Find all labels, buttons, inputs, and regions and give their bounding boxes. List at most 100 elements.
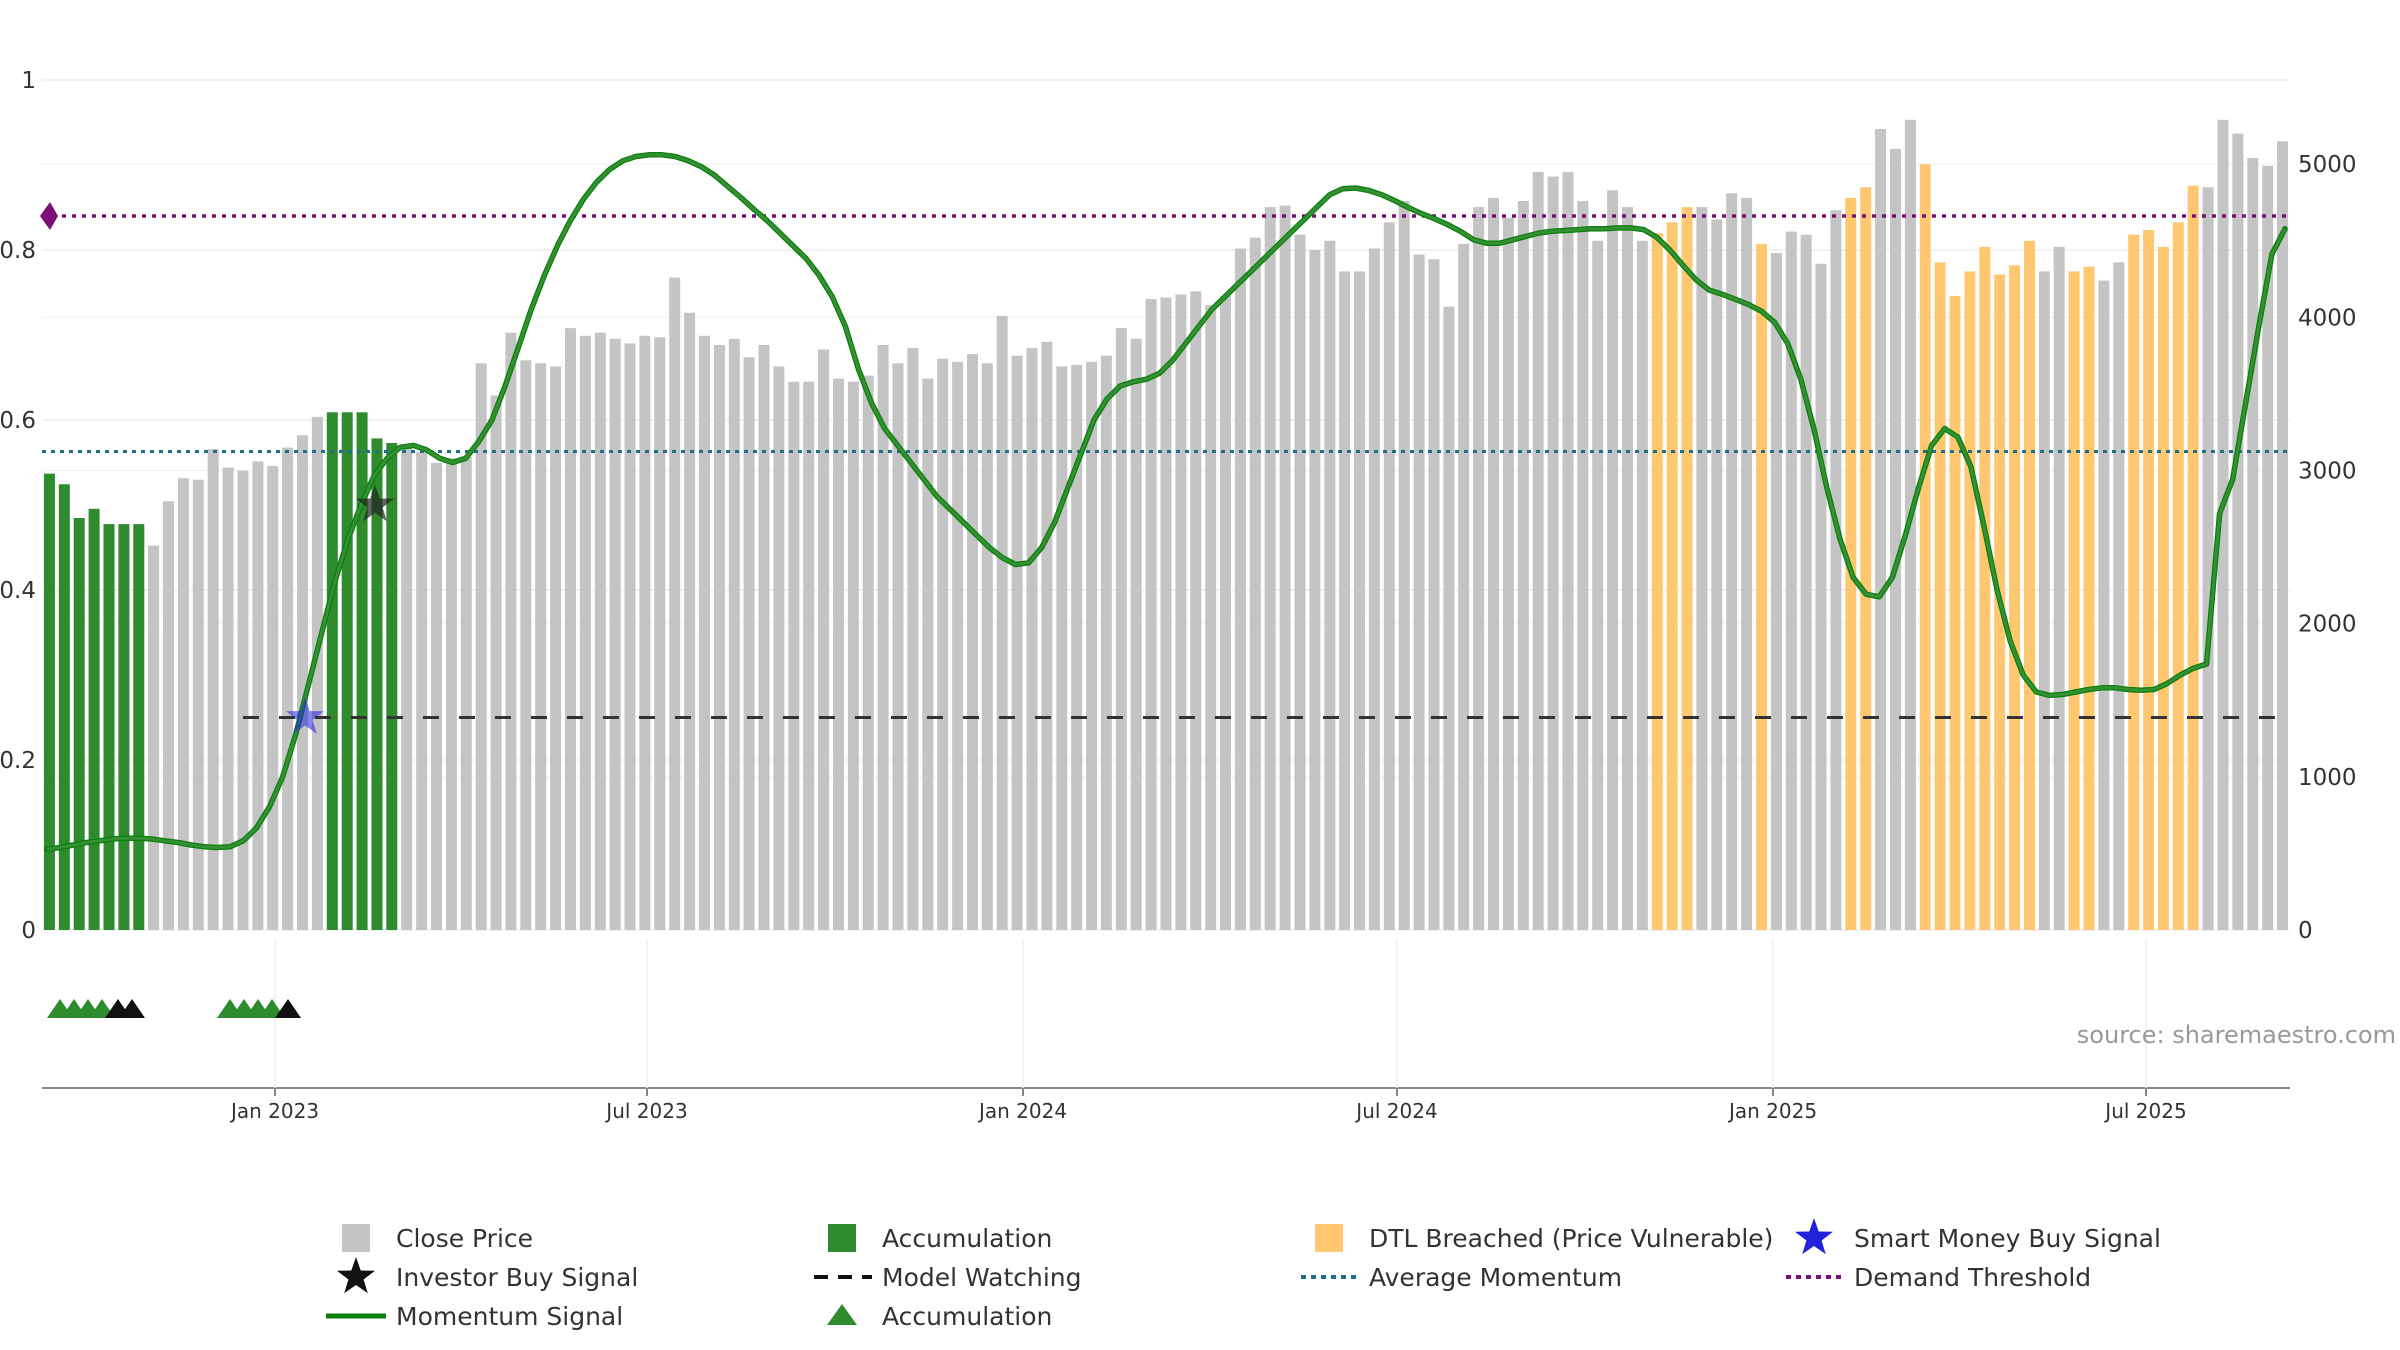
price-bar <box>2083 266 2095 930</box>
source-label: source: sharemaestro.com <box>2077 1021 2396 1049</box>
price-bar <box>2009 265 2021 930</box>
price-bar <box>907 348 919 930</box>
price-bar <box>386 443 398 930</box>
legend-label: DTL Breached (Price Vulnerable) <box>1369 1224 1773 1253</box>
price-bar <box>758 345 770 930</box>
date-tick-label: Jan 2024 <box>977 1099 1067 1123</box>
price-bar <box>505 332 517 930</box>
price-bar <box>1086 361 1098 930</box>
price-bar <box>267 465 279 930</box>
price-bar <box>148 545 160 930</box>
price-bar <box>1354 271 1365 930</box>
price-bar <box>1413 254 1425 931</box>
price-bar <box>1741 197 1753 930</box>
price-bar <box>1279 205 1291 931</box>
price-bar <box>728 338 740 930</box>
price-bar <box>981 363 993 930</box>
legend-triangle <box>827 1304 857 1325</box>
price-bar <box>579 335 591 930</box>
price-bar <box>1547 176 1559 930</box>
price-bar <box>416 452 428 930</box>
price-bar <box>1398 201 1410 930</box>
price-bar <box>341 412 353 930</box>
price-bar <box>1875 129 1887 930</box>
price-bar <box>713 345 725 930</box>
price-bar <box>1294 234 1306 930</box>
price-bar <box>788 381 800 930</box>
price-bar <box>177 478 189 930</box>
price-bar <box>996 315 1008 930</box>
price-bar <box>192 479 204 930</box>
date-tick-label: Jul 2025 <box>2103 1099 2186 1123</box>
price-bar <box>1979 246 1991 930</box>
price-bar <box>1368 248 1380 930</box>
right-axis-tick: 2000 <box>2298 612 2357 638</box>
legend-label: Momentum Signal <box>396 1302 623 1331</box>
price-bar <box>1949 295 1961 930</box>
price-bar <box>1100 355 1112 930</box>
price-bar <box>699 335 710 930</box>
price-bar <box>2113 262 2125 930</box>
price-bar <box>2038 271 2050 930</box>
price-bar <box>1056 366 1068 930</box>
price-bar <box>743 357 755 930</box>
price-bar <box>967 354 978 931</box>
price-bar <box>2053 246 2065 930</box>
axes: 0 0.2 0.4 0.6 0.8 1 0 1000 2000 3000 4000 5000 <box>0 68 2357 944</box>
price-bar <box>2187 185 2199 930</box>
signal-triangle <box>275 999 301 1018</box>
smart-money-star <box>286 697 324 734</box>
price-bar <box>1815 263 1827 930</box>
price-bar <box>58 484 70 930</box>
price-bar <box>2217 119 2229 931</box>
price-bar <box>311 416 323 930</box>
price-bar <box>609 338 621 930</box>
legend-label: Average Momentum <box>1369 1263 1622 1292</box>
left-axis-tick: 0 <box>21 918 36 944</box>
price-bar <box>1458 243 1470 930</box>
signal-triangle <box>119 999 145 1018</box>
legend-label: Smart Money Buy Signal <box>1854 1224 2161 1253</box>
price-bar <box>237 470 249 930</box>
close-price-bars <box>43 119 2288 931</box>
price-bar <box>475 363 487 930</box>
price-bar <box>1339 271 1351 930</box>
price-bar <box>639 335 651 930</box>
price-bar <box>1324 240 1336 931</box>
price-bar <box>1160 297 1172 930</box>
price-bar <box>2143 230 2155 931</box>
price-bar <box>1115 328 1127 931</box>
price-bar <box>1190 291 1202 930</box>
price-bar <box>1592 240 1604 931</box>
price-bar <box>684 312 696 930</box>
price-bar <box>371 438 383 930</box>
price-bar <box>1681 207 1693 931</box>
price-bar <box>1071 364 1083 930</box>
price-bar <box>2157 246 2169 930</box>
legend-swatch-accumulation <box>828 1224 856 1252</box>
price-bar <box>445 458 457 930</box>
price-bar <box>1041 341 1053 930</box>
signal-panel: Jan 2023 Jul 2023 Jan 2024 Jul 2024 Jan 2025… <box>42 940 2290 1123</box>
price-bar <box>803 381 815 930</box>
price-bar <box>773 366 785 930</box>
price-bar <box>1607 190 1619 931</box>
price-bar <box>594 332 606 930</box>
price-bar <box>1934 262 1946 930</box>
price-bar <box>952 361 964 930</box>
right-axis-tick: 0 <box>2298 918 2313 944</box>
price-bar <box>1026 348 1038 930</box>
legend-label: Accumulation <box>882 1224 1052 1253</box>
price-bar <box>1473 207 1485 931</box>
date-tick-label: Jul 2024 <box>1354 1099 1437 1123</box>
price-bar <box>43 473 55 930</box>
price-bar <box>1666 222 1678 930</box>
price-bar <box>1890 148 1901 930</box>
price-bar <box>550 366 562 930</box>
price-bar <box>1309 250 1321 930</box>
price-bar <box>833 378 844 931</box>
legend-swatch-close <box>342 1224 370 1252</box>
price-bar <box>520 360 532 930</box>
price-bar <box>88 508 100 930</box>
